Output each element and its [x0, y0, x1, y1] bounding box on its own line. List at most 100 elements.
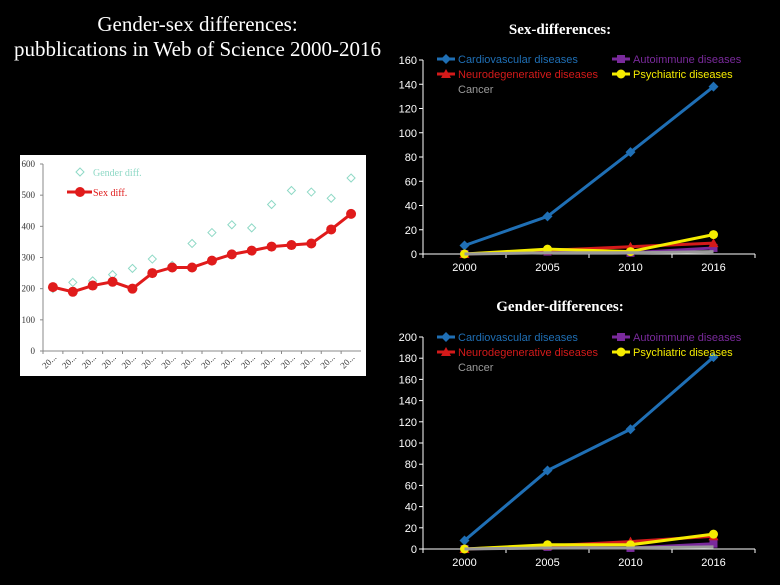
sex-cancer-line	[464, 250, 714, 256]
sex-legend-psychiatric-diseases-label: Psychiatric diseases	[633, 69, 733, 81]
sex-cardiovascular-diseases-point	[625, 147, 636, 158]
legend-gender-diff-label: Gender diff.	[93, 168, 142, 179]
gender-y-tick-label: 140	[399, 396, 417, 408]
slide-title: Gender-sex differences: pubblications in…	[0, 12, 395, 62]
sex-legend-cardiovascular-diseases-label: Cardiovascular diseases	[458, 54, 578, 66]
gender-y-tick-label: 100	[399, 438, 417, 450]
gender-diff-point	[147, 254, 158, 264]
sex-diff-point	[306, 238, 317, 249]
gender-legend-cardiovascular-diseases-marker	[441, 332, 451, 342]
sex-y-tick-label: 100	[399, 128, 417, 140]
sex-x-tick-label: 2005	[535, 262, 559, 274]
sex-diff-point	[127, 283, 138, 294]
sex-diff-point	[167, 262, 178, 273]
y-tick-label: 400	[22, 221, 36, 231]
y-tick-label: 500	[22, 190, 36, 200]
sex-diff-line	[52, 212, 352, 294]
gender-legend-neurodegenerative-diseases-label: Neurodegenerative diseases	[458, 347, 599, 359]
sex-diff-point	[226, 249, 237, 260]
sex-y-tick-label: 40	[405, 201, 417, 213]
sex-y-tick-label: 140	[399, 79, 417, 91]
sex-diff-point	[246, 245, 257, 256]
sex-cardiovascular-diseases-point	[542, 211, 553, 222]
legend-sex-diff-marker	[75, 187, 85, 197]
sex-psychiatric-diseases-point	[709, 230, 718, 240]
sex-chart-title: Sex-differences:	[508, 22, 612, 38]
gender-diff-point	[266, 199, 277, 210]
sex-y-tick-label: 160	[399, 55, 417, 67]
gender-y-tick-label: 60	[405, 480, 417, 492]
gender-y-tick-label: 180	[399, 353, 417, 365]
gender-cardiovascular-diseases-point	[542, 465, 553, 476]
gender-y-tick-label: 20	[405, 523, 417, 535]
sex-diff-point	[187, 262, 198, 273]
gender-diff-point	[187, 238, 197, 249]
gender-legend-psychiatric-diseases-marker	[616, 347, 626, 357]
gender-y-tick-label: 0	[411, 544, 417, 556]
sex-diff-point	[266, 241, 277, 252]
gender-x-tick-label: 2010	[618, 557, 642, 569]
gender-diff-point	[227, 220, 237, 230]
sex-cardiovascular-diseases-point	[708, 81, 719, 92]
sex-cardiovascular-diseases-line	[464, 85, 715, 247]
sex-diff-point	[67, 286, 78, 297]
sex-legend-cardiovascular-diseases-marker	[441, 54, 451, 64]
gender-legend-autoimmune-diseases-marker	[617, 333, 625, 341]
legend-gender-diff-marker	[75, 167, 85, 177]
gender-legend-cardiovascular-diseases-label: Cardiovascular diseases	[458, 332, 578, 344]
gender-cancer-line	[464, 545, 714, 551]
gender-diff-point	[246, 223, 257, 233]
y-tick-label: 0	[31, 346, 36, 356]
y-tick-label: 100	[22, 315, 36, 325]
gender-psychiatric-diseases-point	[709, 529, 718, 539]
sex-autoimmune-diseases-point	[709, 243, 718, 252]
sex-legend-autoimmune-diseases-label: Autoimmune diseases	[633, 54, 742, 66]
y-tick-label: 600	[22, 159, 36, 169]
sex-y-tick-label: 120	[399, 104, 417, 116]
gender-y-tick-label: 120	[399, 417, 417, 429]
gender-diff-point	[306, 187, 317, 197]
gender-x-tick-label: 2016	[701, 557, 725, 569]
sex-diff-point	[107, 276, 118, 287]
sex-y-tick-label: 80	[405, 152, 417, 164]
gender-cardiovascular-diseases-line	[463, 356, 715, 542]
gender-y-tick-label: 200	[399, 332, 417, 344]
sex-neurodegenerative-diseases-point	[708, 238, 719, 248]
gender-legend-neurodegenerative-diseases-marker	[441, 347, 451, 356]
sex-x-tick-label: 2010	[618, 262, 642, 274]
sex-legend-psychiatric-diseases-marker	[616, 69, 626, 79]
sex-diff-point	[206, 255, 217, 266]
sex-diff-point	[346, 208, 357, 219]
gender-x-tick-label: 2005	[535, 557, 559, 569]
gender-legend-cancer-label: Cancer	[458, 362, 494, 374]
gender-cardiovascular-diseases-point	[459, 535, 470, 546]
sex-diff-point	[326, 224, 337, 235]
sex-legend-autoimmune-diseases-marker	[617, 55, 625, 63]
gender-diff-point	[326, 193, 336, 203]
y-tick-label: 300	[22, 253, 36, 263]
gender-legend-psychiatric-diseases-label: Psychiatric diseases	[633, 347, 733, 359]
sex-legend-neurodegenerative-diseases-label: Neurodegenerative diseases	[458, 69, 599, 81]
gender-legend-autoimmune-diseases-label: Autoimmune diseases	[633, 332, 742, 344]
gender-chart-title: Gender-differences:	[496, 299, 624, 315]
gender-diff-point	[346, 173, 356, 183]
gender-diff-point	[68, 277, 78, 288]
sex-diff-point	[147, 268, 158, 279]
gender-y-tick-label: 40	[405, 502, 417, 514]
sex-x-tick-label: 2016	[701, 262, 725, 274]
sex-diff-point	[87, 280, 98, 291]
slide-title-line-2: pubblications in Web of Science 2000-201…	[13, 37, 382, 61]
slide-title-line-1: Gender-sex differences:	[97, 12, 298, 36]
sex-legend-neurodegenerative-diseases-marker	[441, 69, 451, 78]
sex-y-tick-label: 0	[411, 249, 417, 261]
sex-x-tick-label: 2000	[452, 262, 476, 274]
y-tick-label: 200	[22, 284, 36, 294]
sex-cardiovascular-diseases-point	[459, 240, 470, 251]
gender-diff-point	[286, 185, 297, 196]
gender-x-tick-label: 2000	[452, 557, 476, 569]
sex-psychiatric-diseases-line	[464, 233, 714, 256]
gender-diff-point	[207, 227, 217, 238]
